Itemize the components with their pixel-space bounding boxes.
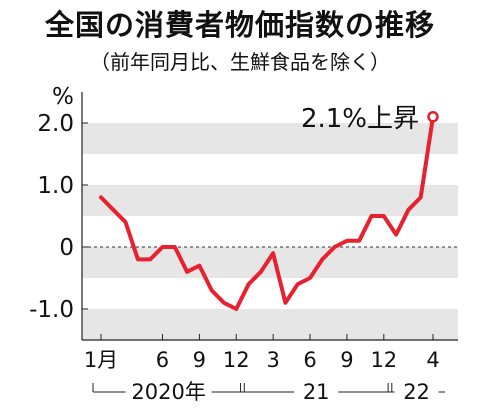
x-tick-label: 3 [266, 348, 279, 372]
year-label: 22 [403, 380, 430, 404]
x-tick-label: 6 [303, 348, 316, 372]
end-point-marker [427, 111, 439, 123]
y-tick-label: -1.0 [29, 297, 74, 323]
series-line [99, 114, 435, 311]
y-tick-label: 0 [59, 235, 74, 261]
grid-bands [82, 123, 458, 340]
tick-labels: 2.01.00-1.01月 6 9 12 3 6 9 12 4 [29, 111, 440, 372]
x-tick-label: 12 [223, 348, 250, 372]
plot-area [81, 92, 458, 341]
x-tick-label: 9 [193, 348, 206, 372]
x-tick-label: 1月 [84, 348, 118, 372]
year-label: 21 [303, 380, 330, 404]
grid-band [82, 309, 458, 340]
x-tick-label: 6 [156, 348, 169, 372]
year-label: 2020年 [131, 380, 205, 404]
grid-band [82, 247, 458, 278]
x-tick-label: 9 [340, 348, 353, 372]
grid-band [82, 185, 458, 216]
x-tick-label: 12 [370, 348, 397, 372]
annotation-label: 2.1%上昇 [301, 104, 419, 134]
y-tick-label: 2.0 [37, 111, 74, 137]
y-unit-label: % [52, 84, 74, 110]
grid-band [82, 123, 458, 154]
chart-subtitle: （前年同月比、生鮮食品を除く） [90, 50, 390, 74]
y-tick-label: 1.0 [37, 173, 74, 199]
x-tick-label: 4 [426, 348, 439, 372]
year-groups: 2020年 21 22 [92, 380, 445, 404]
chart-title: 全国の消費者物価指数の推移 [44, 8, 435, 42]
